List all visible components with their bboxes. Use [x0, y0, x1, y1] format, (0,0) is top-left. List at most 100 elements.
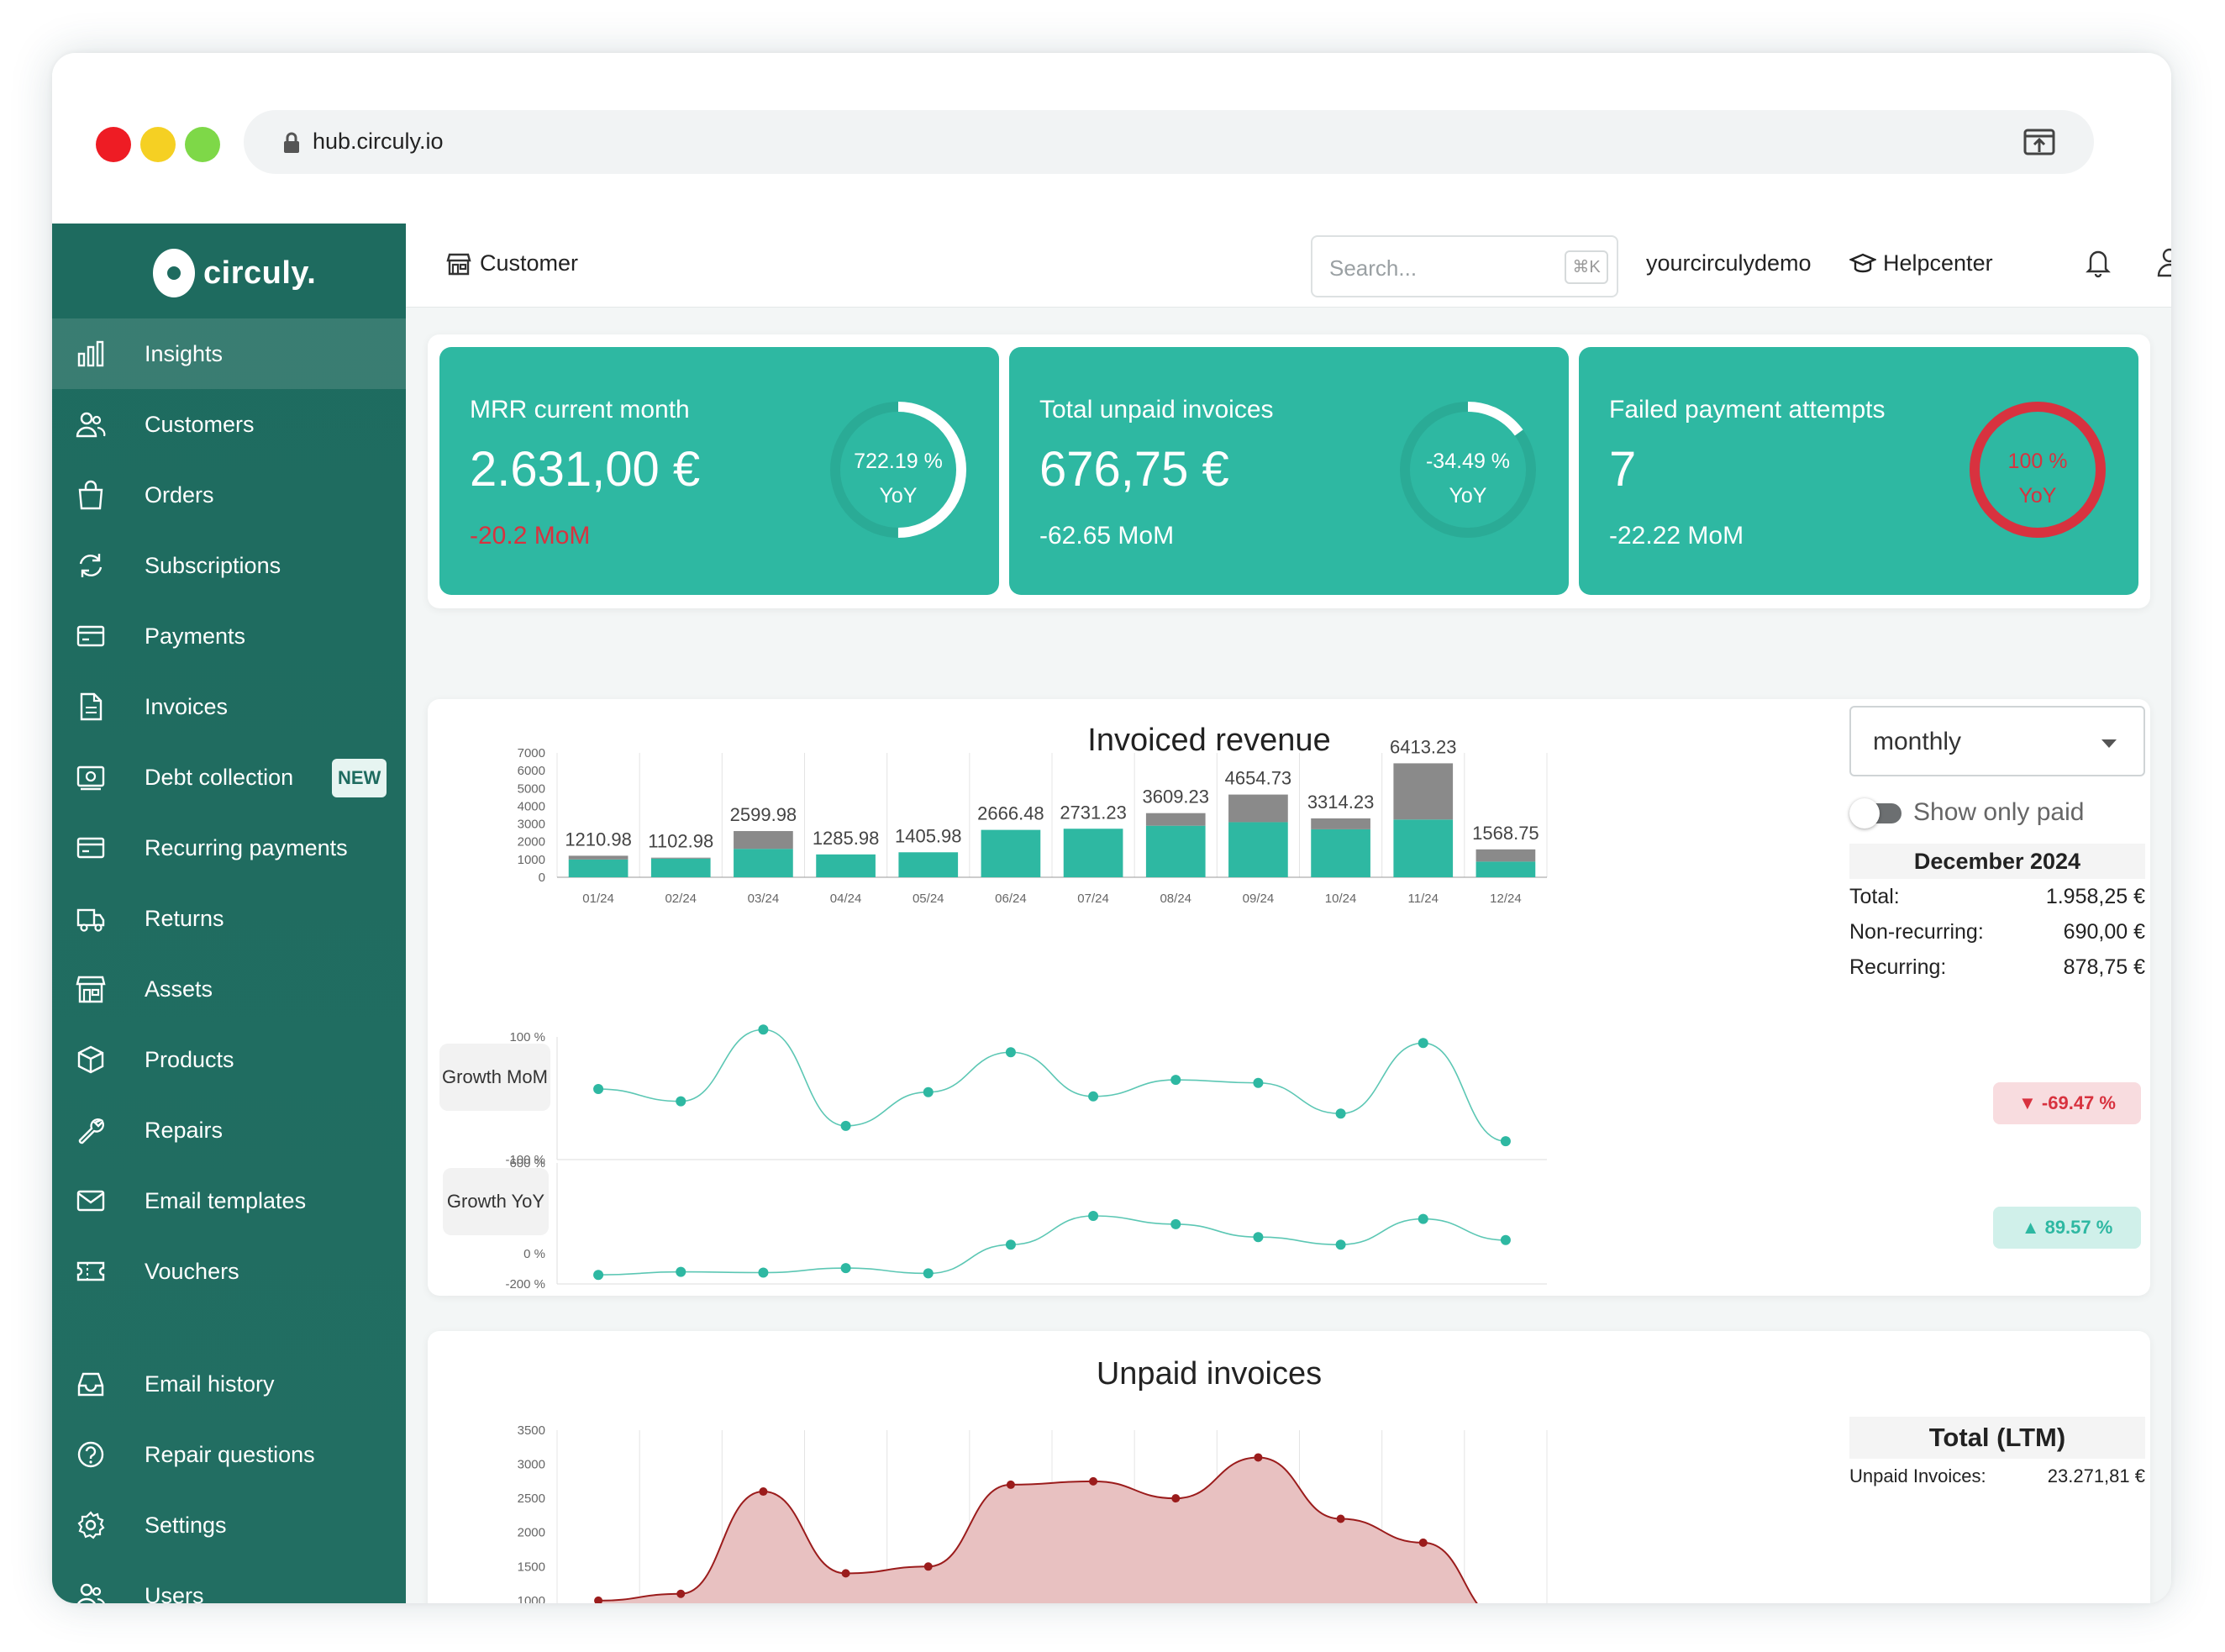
unpaid-point[interactable]: [594, 1596, 603, 1603]
sidebar-item-settings[interactable]: Settings: [52, 1490, 406, 1560]
unpaid-point[interactable]: [759, 1487, 768, 1497]
unpaid-point[interactable]: [676, 1589, 686, 1598]
unpaid-point[interactable]: [1006, 1480, 1015, 1489]
growth-point[interactable]: [1005, 1239, 1016, 1250]
bar-recurring[interactable]: [1311, 829, 1370, 877]
sidebar-item-label: Repairs: [145, 1117, 224, 1143]
growth-point[interactable]: [1005, 1047, 1016, 1058]
account-switcher[interactable]: yourcirculydemo: [1646, 250, 1812, 276]
growth-point[interactable]: [676, 1266, 686, 1277]
sidebar-item-customers[interactable]: Customers: [52, 389, 406, 460]
minimize-window-button[interactable]: [140, 127, 176, 162]
address-bar[interactable]: hub.circuly.io: [244, 110, 2094, 174]
bar-recurring[interactable]: [1145, 825, 1206, 877]
period-select[interactable]: monthly: [1849, 706, 2145, 776]
brand-name: circuly.: [203, 255, 317, 291]
sidebar-item-debt-collection[interactable]: Debt collection NEW: [52, 742, 406, 813]
sidebar-item-payments[interactable]: Payments: [52, 601, 406, 671]
unpaid-point[interactable]: [1418, 1538, 1428, 1547]
share-icon[interactable]: [2023, 127, 2055, 157]
growth-point[interactable]: [758, 1267, 769, 1278]
bar-non-recurring[interactable]: [1475, 849, 1536, 862]
bar-recurring[interactable]: [816, 854, 876, 877]
bar-non-recurring[interactable]: [1145, 813, 1206, 826]
bar-non-recurring[interactable]: [734, 831, 793, 850]
sidebar-item-subscriptions[interactable]: Subscriptions: [52, 530, 406, 601]
sidebar-item-assets[interactable]: Assets: [52, 954, 406, 1024]
growth-yoy-button[interactable]: Growth YoY: [443, 1168, 549, 1235]
bar-value-label: 2666.48: [977, 803, 1044, 824]
unpaid-point[interactable]: [1089, 1476, 1098, 1486]
close-window-button[interactable]: [96, 127, 131, 162]
unpaid-point[interactable]: [1171, 1494, 1181, 1503]
bar-non-recurring[interactable]: [650, 857, 711, 859]
bell-icon[interactable]: [2084, 245, 2112, 279]
sidebar-item-users[interactable]: Users: [52, 1560, 406, 1603]
sidebar-item-invoices[interactable]: Invoices: [52, 671, 406, 742]
bar-recurring[interactable]: [1228, 822, 1288, 877]
bar-recurring[interactable]: [898, 852, 959, 877]
bar-recurring[interactable]: [1475, 861, 1536, 877]
search-input[interactable]: Search... ⌘K: [1311, 235, 1618, 297]
sidebar-item-recurring-payments[interactable]: Recurring payments: [52, 813, 406, 883]
sidebar-item-repairs[interactable]: Repairs: [52, 1095, 406, 1165]
unpaid-point[interactable]: [1336, 1514, 1345, 1523]
sidebar-item-returns[interactable]: Returns: [52, 883, 406, 954]
sidebar-item-vouchers[interactable]: Vouchers: [52, 1236, 406, 1307]
growth-point[interactable]: [923, 1086, 934, 1097]
y-tick-label: 5000: [518, 781, 545, 796]
growth-point[interactable]: [1500, 1136, 1511, 1147]
unpaid-point[interactable]: [923, 1562, 933, 1571]
growth-point[interactable]: [1500, 1234, 1511, 1245]
growth-point[interactable]: [1088, 1091, 1099, 1102]
top-bar: Customer Search... ⌘K yourcirculydemo He…: [406, 224, 2171, 308]
helpcenter-link[interactable]: Helpcenter: [1849, 250, 1993, 276]
growth-point[interactable]: [1418, 1213, 1428, 1224]
growth-point[interactable]: [1170, 1075, 1181, 1086]
y-tick-label: 0: [539, 871, 545, 885]
growth-point[interactable]: [1253, 1232, 1264, 1243]
sidebar-item-insights[interactable]: Insights: [52, 318, 406, 389]
sidebar-item-repair-questions[interactable]: Repair questions: [52, 1419, 406, 1490]
sidebar-item-orders[interactable]: Orders: [52, 460, 406, 530]
growth-point[interactable]: [758, 1024, 769, 1035]
growth-point[interactable]: [840, 1263, 851, 1274]
bar-recurring[interactable]: [568, 859, 629, 877]
sidebar-item-label: Debt collection: [145, 764, 294, 790]
sidebar-item-label: Payments: [145, 623, 246, 649]
unpaid-point[interactable]: [1254, 1453, 1263, 1462]
kpi-mom: -62.65 MoM: [1039, 522, 1175, 550]
growth-point[interactable]: [1335, 1239, 1346, 1250]
circuly-logo[interactable]: circuly.: [153, 249, 316, 297]
bar-recurring[interactable]: [1393, 819, 1454, 877]
bar-non-recurring[interactable]: [568, 855, 629, 860]
maximize-window-button[interactable]: [185, 127, 220, 162]
user-icon[interactable]: [2155, 245, 2171, 279]
breadcrumb[interactable]: Customer: [446, 250, 578, 276]
credit-card-icon: [76, 625, 105, 647]
growth-point[interactable]: [676, 1096, 686, 1107]
growth-point[interactable]: [593, 1084, 604, 1095]
show-only-paid-toggle[interactable]: [1849, 798, 1903, 829]
bar-recurring[interactable]: [981, 829, 1041, 877]
unpaid-point[interactable]: [841, 1569, 850, 1578]
sidebar-item-products[interactable]: Products: [52, 1024, 406, 1095]
bar-recurring[interactable]: [1063, 829, 1123, 877]
circuly-logo-mark: [153, 249, 195, 297]
growth-point[interactable]: [1418, 1038, 1428, 1049]
growth-point[interactable]: [923, 1268, 934, 1279]
sidebar-item-email-history[interactable]: Email history: [52, 1349, 406, 1419]
bar-non-recurring[interactable]: [1311, 818, 1370, 829]
bar-non-recurring[interactable]: [1393, 763, 1454, 820]
bar-recurring[interactable]: [650, 858, 711, 877]
growth-point[interactable]: [1088, 1211, 1099, 1221]
growth-point[interactable]: [593, 1270, 604, 1281]
growth-mom-button[interactable]: Growth MoM: [439, 1044, 550, 1111]
growth-point[interactable]: [840, 1120, 851, 1131]
bar-non-recurring[interactable]: [1228, 794, 1288, 823]
sidebar-item-email-templates[interactable]: Email templates: [52, 1165, 406, 1236]
bar-recurring[interactable]: [734, 849, 793, 877]
growth-point[interactable]: [1253, 1077, 1264, 1088]
growth-point[interactable]: [1170, 1218, 1181, 1229]
growth-point[interactable]: [1335, 1108, 1346, 1119]
